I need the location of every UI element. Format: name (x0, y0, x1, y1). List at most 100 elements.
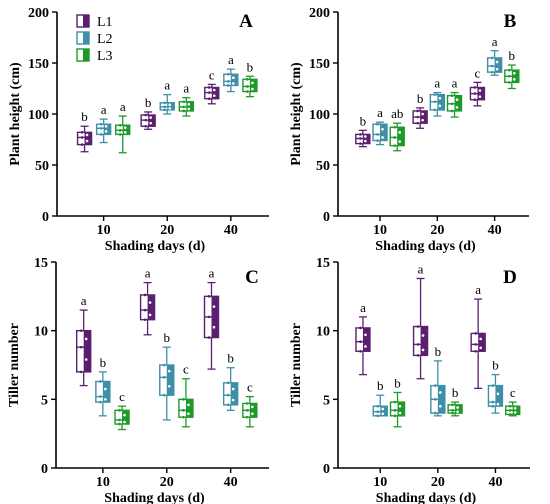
data-point (364, 333, 367, 337)
data-point (79, 370, 83, 374)
data-point (246, 85, 249, 88)
data-point (104, 387, 107, 391)
box-l3-10: ab (389, 106, 405, 152)
y-axis-title: Tiller number (7, 323, 22, 407)
box-outline (486, 57, 503, 73)
data-point (451, 411, 454, 415)
data-point (508, 68, 511, 72)
data-point (123, 420, 126, 424)
data-point (434, 398, 437, 401)
data-point (251, 405, 254, 409)
box-l1-10: b (355, 113, 371, 148)
data-point (416, 343, 420, 346)
data-point (182, 105, 186, 109)
box-left-half (413, 326, 421, 356)
data-point (508, 413, 512, 416)
legend-label-l3: L3 (97, 49, 113, 64)
data-point (393, 125, 397, 129)
box-l2-10: a (372, 105, 388, 146)
data-point (490, 64, 494, 68)
box-left-half (223, 382, 231, 405)
y-tick-label: 50 (316, 159, 330, 174)
data-point (149, 116, 152, 119)
significance-label: b (81, 109, 88, 124)
y-tick-label: 150 (309, 57, 330, 72)
significance-label: a (434, 76, 440, 91)
data-point (393, 400, 397, 404)
box-outline (114, 409, 130, 425)
data-point (123, 126, 127, 130)
data-point (162, 363, 166, 367)
data-point (227, 72, 230, 76)
data-point (416, 354, 420, 357)
box-l1-10: a (355, 300, 371, 376)
data-point (473, 92, 477, 95)
box-outline (412, 325, 429, 357)
data-point (207, 295, 211, 298)
box-left-half (471, 333, 479, 352)
data-point (491, 400, 495, 404)
data-point (207, 91, 211, 94)
data-point (416, 121, 419, 125)
y-tick-label: 100 (28, 108, 49, 123)
significance-label: a (81, 293, 87, 308)
data-point (359, 133, 362, 136)
data-point (491, 404, 495, 408)
data-point (167, 384, 171, 388)
y-tick-label: 200 (28, 6, 49, 21)
data-point (376, 410, 380, 413)
box-left-half (390, 127, 398, 146)
data-point (231, 398, 235, 402)
data-point (376, 414, 380, 418)
data-point (479, 337, 482, 341)
data-point (227, 84, 230, 87)
data-point (398, 411, 402, 415)
box-left-half (96, 124, 104, 135)
box-left-half (76, 330, 84, 372)
box-right-half (230, 382, 238, 405)
x-tick-label: 10 (373, 475, 387, 490)
legend-swatch-left (77, 15, 83, 27)
data-point (496, 402, 500, 406)
data-point (433, 100, 437, 104)
data-point (80, 136, 84, 139)
panel-b: 0 50 100 150 200 10 20 40 Shading days (d) Plant … (289, 6, 529, 254)
box-l1-40: a (203, 266, 220, 370)
box-l2-20: b (159, 330, 175, 421)
data-point (143, 308, 147, 312)
data-point (207, 315, 211, 319)
box-left-half (140, 294, 148, 320)
box-l3-40: c (505, 385, 521, 417)
box-outline (159, 364, 175, 396)
significance-label: c (247, 380, 253, 395)
box-outline (178, 398, 194, 418)
panel-label: C (245, 267, 259, 288)
data-point (118, 409, 121, 412)
data-point (144, 118, 147, 122)
x-tick-label: 20 (431, 475, 445, 490)
box-l1-40: c (204, 67, 220, 105)
y-tick-label: 10 (34, 325, 48, 340)
data-point (376, 133, 379, 136)
box-l2-20: b (430, 344, 446, 417)
significance-label: a (209, 266, 215, 281)
data-point (421, 334, 425, 337)
box-outline (470, 332, 486, 352)
data-point (99, 133, 103, 136)
box-l1-40: c (469, 65, 486, 107)
data-point (182, 398, 185, 401)
data-point (359, 340, 362, 343)
significance-label: a (183, 81, 189, 96)
data-point (163, 108, 167, 112)
data-point (149, 121, 152, 125)
data-point (473, 86, 477, 89)
x-axis-title: Shading days (d) (375, 239, 476, 254)
legend-swatch (76, 48, 90, 62)
data-point (490, 56, 494, 60)
legend-label-l2: L2 (97, 32, 113, 47)
box-l1-20: a (412, 261, 429, 380)
data-point (104, 124, 108, 128)
legend-swatch-right (83, 32, 89, 44)
data-point (451, 409, 454, 412)
x-tick-label: 10 (97, 223, 111, 238)
